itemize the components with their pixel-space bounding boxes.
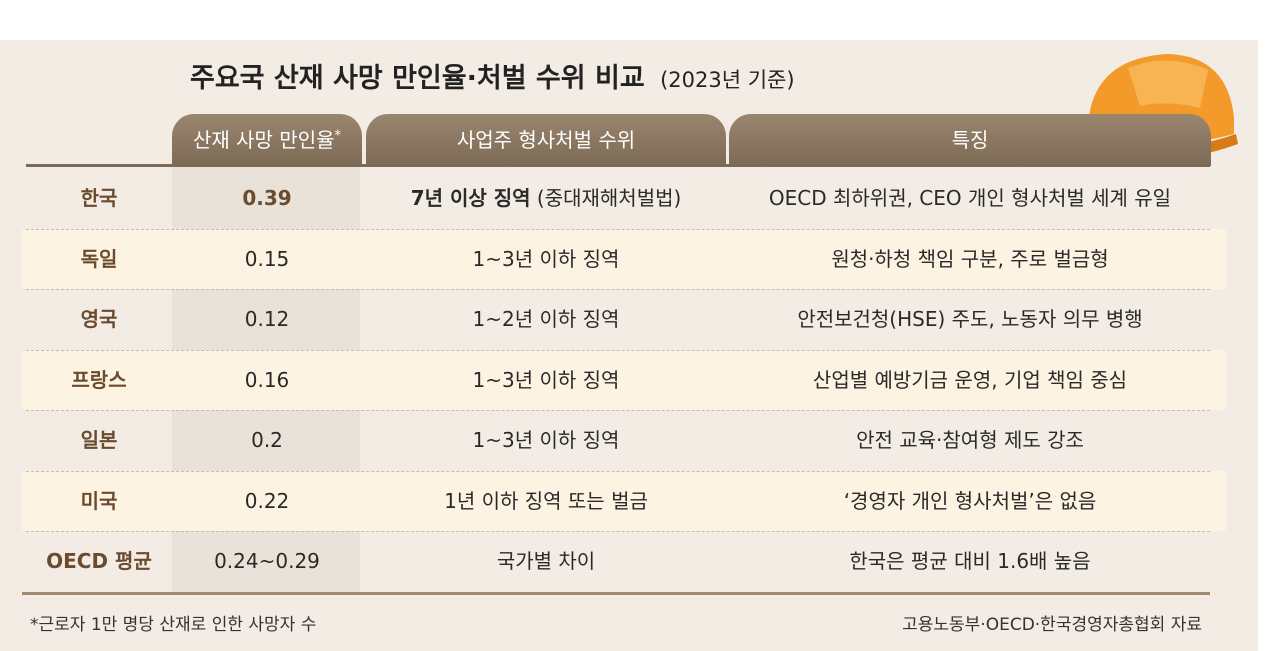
row-separator <box>26 531 1210 532</box>
row-separator <box>26 228 1210 230</box>
penalty: 7년 이상 징역 (중대재해처벌법) <box>366 168 726 228</box>
header-cell: 산재 사망 만인율* <box>172 114 362 166</box>
row-separator <box>26 470 1210 472</box>
feature: 산업별 예방기금 운영, 기업 책임 중심 <box>812 367 1128 392</box>
penalty-part: 1~3년 이하 징역 <box>472 428 620 452</box>
penalty: 1~3년 이하 징역 <box>366 410 726 470</box>
header-cell: 사업주 형사처벌 수위 <box>456 128 636 152</box>
penalty-part: 7년 이상 징역 <box>410 186 531 210</box>
source: 고용노동부·OECD·한국경영자총협회 자료 <box>902 615 1202 635</box>
penalty: 1~3년 이하 징역 <box>366 229 726 289</box>
penalty: 국가별 차이 <box>366 531 726 591</box>
feature: 한국은 평균 대비 1.6배 높음 <box>849 549 1091 573</box>
header-tab <box>729 114 1211 166</box>
penalty-part: (중대재해처벌법) <box>530 186 682 210</box>
penalty-part: 1년 이하 징역 또는 벌금 <box>444 488 648 513</box>
feature: ‘경영자 개인 형사처벌’은 없음 <box>843 488 1097 513</box>
header-mark: * <box>334 128 342 144</box>
header-tab <box>172 114 362 166</box>
header-text: 산재 사망 만인율 <box>192 128 335 152</box>
feature: OECD 최하위권, CEO 개인 형사처벌 세계 유일 <box>768 186 1172 210</box>
penalty-part: 국가별 차이 <box>496 549 596 573</box>
header-cell: 특징 <box>951 128 989 152</box>
row-separator <box>26 349 1210 351</box>
row-band <box>22 349 1226 410</box>
title: 주요국 산재 사망 만인율·처벌 수위 비교 <box>190 63 645 94</box>
rate: 0.2 <box>251 428 283 452</box>
subtitle: (2023년 기준) <box>660 68 795 92</box>
country: 일본 <box>80 428 118 452</box>
feature: 안전보건청(HSE) 주도, 노동자 의무 병행 <box>797 307 1143 331</box>
rate: 0.22 <box>244 488 290 513</box>
bottom-rule <box>22 592 1210 595</box>
row-separator <box>26 410 1210 411</box>
rate: 0.12 <box>244 307 290 331</box>
row-separator <box>26 289 1210 290</box>
penalty-part: 1~2년 이하 징역 <box>472 307 620 331</box>
footnote: *근로자 1만 명당 산재로 인한 사망자 수 <box>30 615 317 635</box>
rate: 0.24~0.29 <box>214 549 320 573</box>
penalty: 1년 이하 징역 또는 벌금 <box>366 471 726 531</box>
country: 한국 <box>80 186 118 210</box>
row-band <box>22 470 1226 531</box>
country: OECD 평균 <box>46 549 152 573</box>
penalty: 1~3년 이하 징역 <box>366 350 726 410</box>
country: 영국 <box>80 307 118 331</box>
rate: 0.15 <box>244 246 290 271</box>
penalty-part: 1~3년 이하 징역 <box>472 367 620 392</box>
feature: 원청·하청 책임 구분, 주로 벌금형 <box>831 246 1109 271</box>
country: 미국 <box>80 488 118 513</box>
row-band <box>22 228 1226 289</box>
penalty: 1~2년 이하 징역 <box>366 289 726 349</box>
penalty-part: 1~3년 이하 징역 <box>472 246 620 271</box>
header-rule <box>26 164 1210 167</box>
country: 독일 <box>80 246 118 271</box>
rate: 0.16 <box>244 367 290 392</box>
rate: 0.39 <box>242 186 292 210</box>
feature: 안전 교육·참여형 제도 강조 <box>856 428 1084 452</box>
header-tab <box>366 114 726 166</box>
country: 프랑스 <box>71 367 127 392</box>
title-block: 주요국 산재 사망 만인율·처벌 수위 비교 (2023년 기준) <box>190 56 795 95</box>
